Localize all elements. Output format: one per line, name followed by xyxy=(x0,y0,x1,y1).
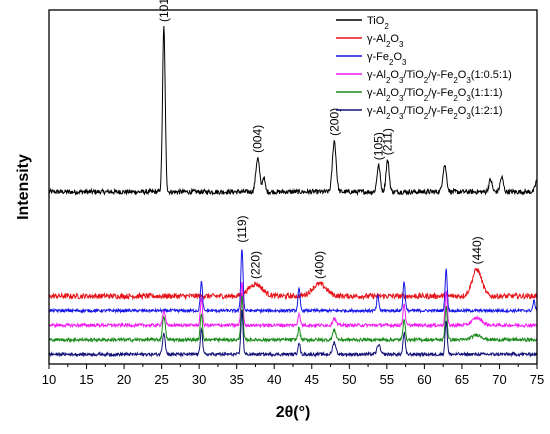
x-tick-label: 60 xyxy=(417,372,431,387)
x-tick-label: 10 xyxy=(42,372,56,387)
x-tick-label: 30 xyxy=(192,372,206,387)
x-tick-label: 15 xyxy=(79,372,93,387)
x-tick-label: 70 xyxy=(492,372,506,387)
x-tick-label: 45 xyxy=(305,372,319,387)
legend-label-4: γ-Al2O3/TiO2/γ-Fe2O3(1:0.5:1) xyxy=(367,69,512,85)
x-tick-label: 50 xyxy=(342,372,356,387)
peak-label: (440) xyxy=(470,236,484,264)
legend-label-3: γ-Fe2O3 xyxy=(367,51,407,67)
x-axis-title: 2θ(°) xyxy=(276,404,311,421)
series-line-3 xyxy=(48,249,538,315)
peak-labels: (101) (119) (004) (200) (105)(211) (220) (400)… xyxy=(157,0,484,279)
series-line-6 xyxy=(48,309,538,358)
peak-label: (101) xyxy=(157,0,171,22)
series-line-5 xyxy=(48,295,538,344)
legend: TiO2 γ-Al2O3 γ-Fe2O3 γ-Al2O3/TiO2/γ-Fe2O3(1… xyxy=(336,15,512,121)
peak-label: (211) xyxy=(381,128,395,155)
x-tick-label: 65 xyxy=(455,372,469,387)
y-axis-title: Intensity xyxy=(15,154,32,220)
x-tick-label: 75 xyxy=(530,372,544,387)
legend-label-1: TiO2 xyxy=(367,15,389,31)
series-lines xyxy=(48,25,538,358)
legend-label-6: γ-Al2O3/TiO2/γ-Fe2O3(1:2:1) xyxy=(367,105,503,121)
series-line-4 xyxy=(48,282,538,329)
legend-label-5: γ-Al2O3/TiO2/γ-Fe2O3(1:1:1) xyxy=(367,87,503,103)
peak-label: (004) xyxy=(251,125,265,153)
x-tick-label: 20 xyxy=(117,372,131,387)
series-line-1 xyxy=(48,25,538,197)
x-tick-label: 35 xyxy=(229,372,243,387)
peak-label: (400) xyxy=(312,251,326,279)
peak-label: (200) xyxy=(327,108,341,136)
legend-label-2: γ-Al2O3 xyxy=(367,33,404,49)
x-tick-label: 55 xyxy=(380,372,394,387)
series-line-2 xyxy=(48,268,538,301)
peak-label: (105) xyxy=(372,132,386,160)
x-tick-label: 25 xyxy=(154,372,168,387)
x-axis: 10 15 20 25 30 35 40 45 50 55 60 65 70 75 xyxy=(42,364,544,387)
peak-label: (220) xyxy=(249,251,263,279)
peak-label: (119) xyxy=(235,215,249,242)
x-tick-label: 40 xyxy=(267,372,281,387)
